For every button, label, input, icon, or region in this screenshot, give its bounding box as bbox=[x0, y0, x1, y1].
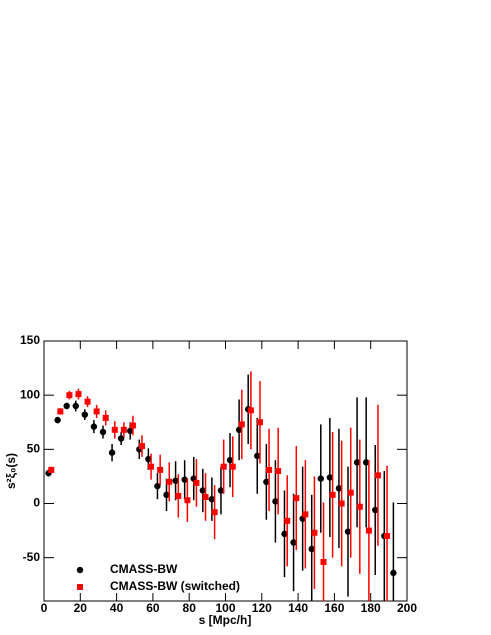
point bbox=[72, 402, 79, 410]
point bbox=[63, 402, 70, 410]
point bbox=[75, 391, 82, 398]
point bbox=[102, 414, 109, 421]
point bbox=[272, 498, 279, 505]
point bbox=[202, 494, 209, 500]
point bbox=[127, 427, 134, 435]
point bbox=[217, 487, 225, 494]
y-tick-label: -50 bbox=[23, 550, 41, 564]
point bbox=[356, 503, 363, 510]
point bbox=[66, 392, 73, 399]
point bbox=[48, 466, 55, 473]
point bbox=[57, 408, 64, 415]
point bbox=[111, 426, 118, 433]
point bbox=[362, 459, 370, 466]
legend-label: CMASS-BW (switched) bbox=[110, 579, 240, 593]
point bbox=[266, 466, 273, 473]
point bbox=[293, 495, 300, 502]
x-axis-label: s [Mpc/h] bbox=[199, 613, 252, 627]
point bbox=[338, 500, 345, 507]
x-tick-label: 80 bbox=[183, 601, 197, 615]
point bbox=[317, 475, 324, 482]
x-tick-label: 100 bbox=[215, 601, 235, 615]
point bbox=[238, 421, 245, 428]
point bbox=[175, 492, 182, 499]
point bbox=[120, 426, 127, 433]
point bbox=[320, 559, 327, 565]
point bbox=[81, 411, 89, 418]
point bbox=[390, 569, 397, 577]
x-tick-label: 180 bbox=[361, 601, 381, 615]
y-axis-label: s²ξ₀(s) bbox=[4, 453, 18, 489]
point bbox=[311, 529, 318, 536]
point bbox=[326, 474, 334, 481]
point bbox=[90, 423, 98, 430]
x-tick-label: 20 bbox=[74, 601, 88, 615]
point bbox=[263, 478, 270, 486]
point bbox=[308, 545, 315, 553]
legend-marker bbox=[77, 584, 83, 590]
point bbox=[84, 398, 91, 405]
point bbox=[172, 477, 179, 484]
point bbox=[353, 459, 361, 466]
point bbox=[184, 497, 191, 504]
point bbox=[154, 482, 161, 490]
legend-marker bbox=[76, 566, 84, 574]
point bbox=[129, 422, 136, 429]
point bbox=[347, 489, 354, 496]
point bbox=[302, 511, 309, 518]
point bbox=[235, 426, 243, 434]
point bbox=[199, 487, 207, 494]
point bbox=[166, 478, 173, 485]
point bbox=[247, 407, 254, 414]
x-tick-label: 0 bbox=[41, 601, 48, 615]
point bbox=[329, 491, 336, 498]
point bbox=[281, 530, 288, 538]
y-tick-label: 100 bbox=[20, 387, 40, 401]
point bbox=[93, 408, 100, 415]
point bbox=[148, 463, 155, 470]
x-tick-label: 140 bbox=[288, 601, 308, 615]
point bbox=[99, 428, 107, 436]
point bbox=[211, 509, 218, 516]
point bbox=[365, 527, 372, 534]
x-tick-label: 120 bbox=[252, 601, 272, 615]
x-tick-label: 200 bbox=[397, 601, 417, 615]
point bbox=[226, 456, 234, 464]
point bbox=[275, 468, 282, 474]
point bbox=[372, 506, 379, 514]
x-tick-label: 40 bbox=[110, 601, 124, 615]
y-tick-label: 0 bbox=[33, 496, 40, 510]
point bbox=[145, 455, 152, 463]
point bbox=[220, 463, 227, 470]
y-tick-label: 150 bbox=[20, 333, 40, 347]
point bbox=[335, 485, 343, 492]
x-tick-label: 160 bbox=[324, 601, 344, 615]
point bbox=[139, 443, 146, 450]
point bbox=[193, 479, 200, 486]
point bbox=[290, 539, 297, 546]
point bbox=[54, 416, 61, 424]
legend-label: CMASS-BW bbox=[110, 562, 178, 576]
point bbox=[208, 495, 216, 503]
point bbox=[384, 533, 391, 539]
x-tick-label: 60 bbox=[146, 601, 160, 615]
point bbox=[163, 491, 170, 499]
point bbox=[157, 466, 164, 473]
point bbox=[254, 452, 261, 460]
point bbox=[284, 517, 291, 524]
point bbox=[344, 528, 352, 535]
point bbox=[229, 463, 236, 470]
point bbox=[374, 472, 381, 479]
point bbox=[256, 419, 263, 426]
point bbox=[117, 435, 125, 442]
point bbox=[108, 449, 116, 456]
point bbox=[181, 476, 188, 483]
y-tick-label: 50 bbox=[27, 442, 41, 456]
